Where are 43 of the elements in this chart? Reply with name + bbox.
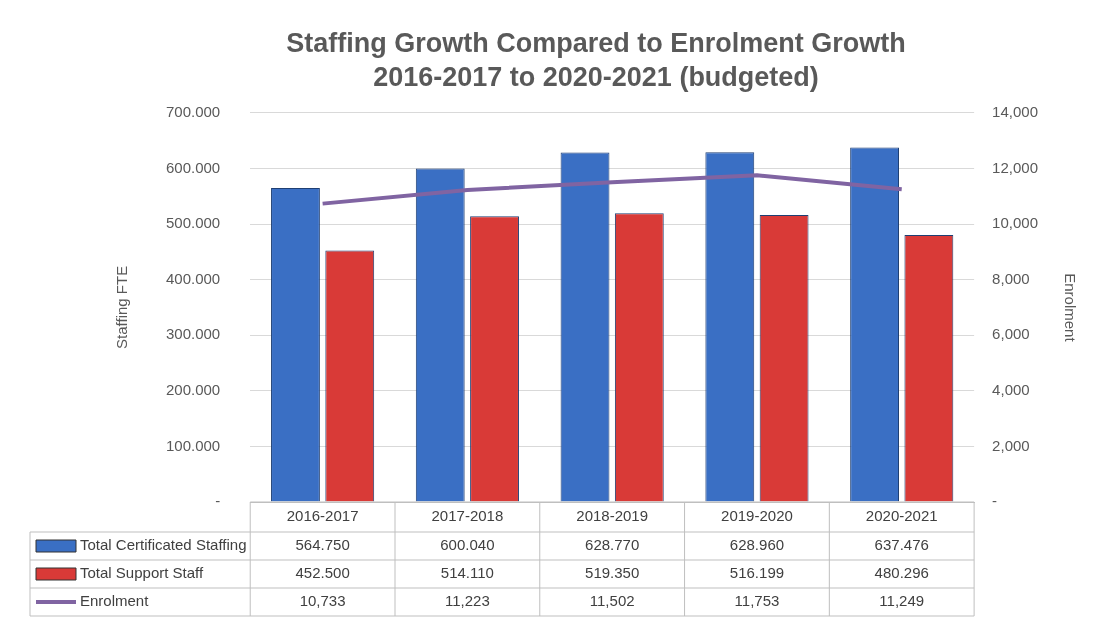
- y2-tick-label: 14,000: [992, 102, 1039, 120]
- data-label: 480.296: [874, 564, 929, 582]
- data-label: 11,502: [589, 592, 635, 610]
- chart-title: Staffing Growth Compared to Enrolment Growth: [286, 27, 906, 58]
- legend-label: Enrolment: [80, 592, 150, 610]
- x-tick-label: 2016-2017: [286, 507, 359, 525]
- y-tick-label: -: [215, 492, 221, 510]
- y2-tick-label: 6,000: [992, 325, 1030, 343]
- data-label: 564.750: [295, 536, 350, 554]
- x-tick-label: 2020-2021: [865, 507, 938, 525]
- y-tick-label: 400.000: [165, 269, 221, 287]
- y-tick-label: 300.000: [165, 325, 221, 343]
- x-tick-label: 2018-2019: [576, 507, 649, 525]
- data-label: 516.199: [729, 564, 785, 582]
- data-label: 10,733: [299, 592, 346, 610]
- data-label: 628.960: [729, 536, 785, 554]
- y2-tick-label: 10,000: [992, 214, 1039, 232]
- chart-subtitle: 2016-2017 to 2020-2021 (budgeted): [373, 62, 819, 93]
- y2-tick-label: -: [992, 492, 998, 510]
- data-label: 628.770: [585, 536, 640, 554]
- y-tick-label: 200.000: [165, 380, 221, 398]
- data-label: 11,753: [734, 592, 780, 610]
- x-tick-label: 2017-2018: [431, 507, 504, 525]
- x-tick-label: 2019-2020: [721, 507, 793, 525]
- data-label: 11,249: [879, 592, 925, 610]
- y-tick-label: 100.000: [165, 436, 221, 454]
- y-tick-label: 500.000: [165, 214, 221, 232]
- data-label: 452.500: [295, 564, 350, 582]
- data-label: 600.040: [440, 536, 495, 554]
- legend-label: Total Support Staff: [80, 564, 204, 582]
- data-label: 637.476: [874, 536, 929, 554]
- data-label: 519.350: [585, 564, 640, 582]
- y2-tick-label: 12,000: [992, 158, 1039, 176]
- y2-tick-label: 8,000: [992, 269, 1030, 287]
- y-tick-label: 700.000: [165, 102, 221, 120]
- y-axis-title: Staffing FTE: [113, 265, 131, 349]
- y2-tick-label: 4,000: [992, 380, 1030, 398]
- data-label: 11,223: [445, 592, 490, 610]
- y2-tick-label: 2,000: [992, 436, 1030, 454]
- data-label: 514.110: [440, 564, 494, 582]
- y2-axis-title: Enrolment: [1061, 273, 1079, 343]
- legend-label: Total Certificated Staffing: [80, 536, 247, 554]
- y-tick-label: 600.000: [165, 158, 221, 176]
